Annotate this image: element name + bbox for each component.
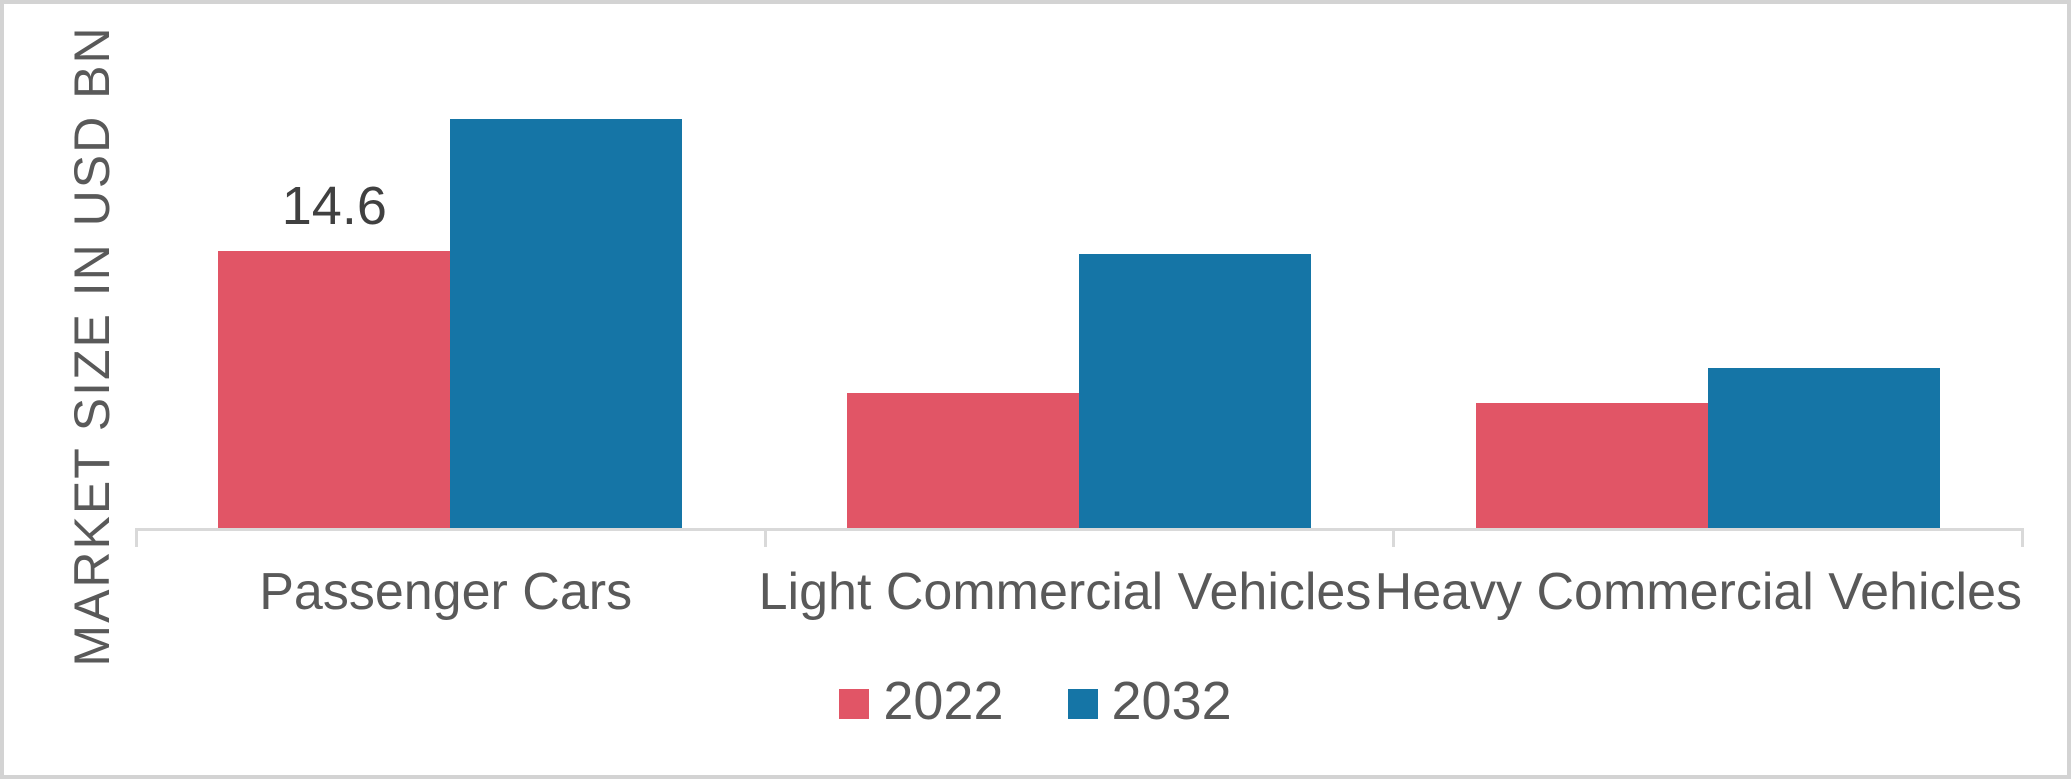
- bar-group-2: [765, 94, 1394, 528]
- legend: 2022 2032: [4, 670, 2067, 732]
- x-axis-label-3: Heavy Commercial Vehicles: [1374, 563, 2022, 621]
- x-axis-label-1: Passenger Cars: [259, 563, 633, 621]
- legend-item-2032: 2032: [1067, 670, 1232, 732]
- bar-data-label: 14.6: [281, 176, 387, 236]
- bar-2022-category-2: [847, 393, 1079, 528]
- legend-swatch-2022: [839, 689, 870, 719]
- bar-2022-category-3: [1475, 403, 1708, 528]
- legend-swatch-2032: [1067, 689, 1098, 719]
- y-axis-title: MARKET SIZE IN USD BN: [64, 25, 120, 667]
- legend-item-2022: 2022: [839, 670, 1004, 732]
- x-axis-tick: [135, 528, 138, 547]
- x-axis-labels: Passenger Cars Light Commercial Vehicles H…: [136, 562, 2022, 622]
- bar-2022-category-1: 14.6: [218, 176, 451, 528]
- legend-label-2032: 2032: [1111, 671, 1232, 731]
- x-axis-label-2: Light Commercial Vehicles: [758, 563, 1372, 621]
- bar-2032-category-3: [1707, 368, 1940, 528]
- plot-area: 14.6: [135, 94, 2024, 547]
- x-axis-tick: [763, 528, 767, 547]
- bar-group-1: 14.6: [136, 94, 765, 528]
- x-axis-tick: [2021, 528, 2024, 547]
- bar-group-3: [1393, 94, 2022, 528]
- bar-2032-category-2: [1079, 254, 1311, 528]
- x-axis-tick: [1392, 528, 1396, 547]
- legend-label-2022: 2022: [883, 671, 1004, 731]
- bar-2032-category-1: [450, 119, 683, 528]
